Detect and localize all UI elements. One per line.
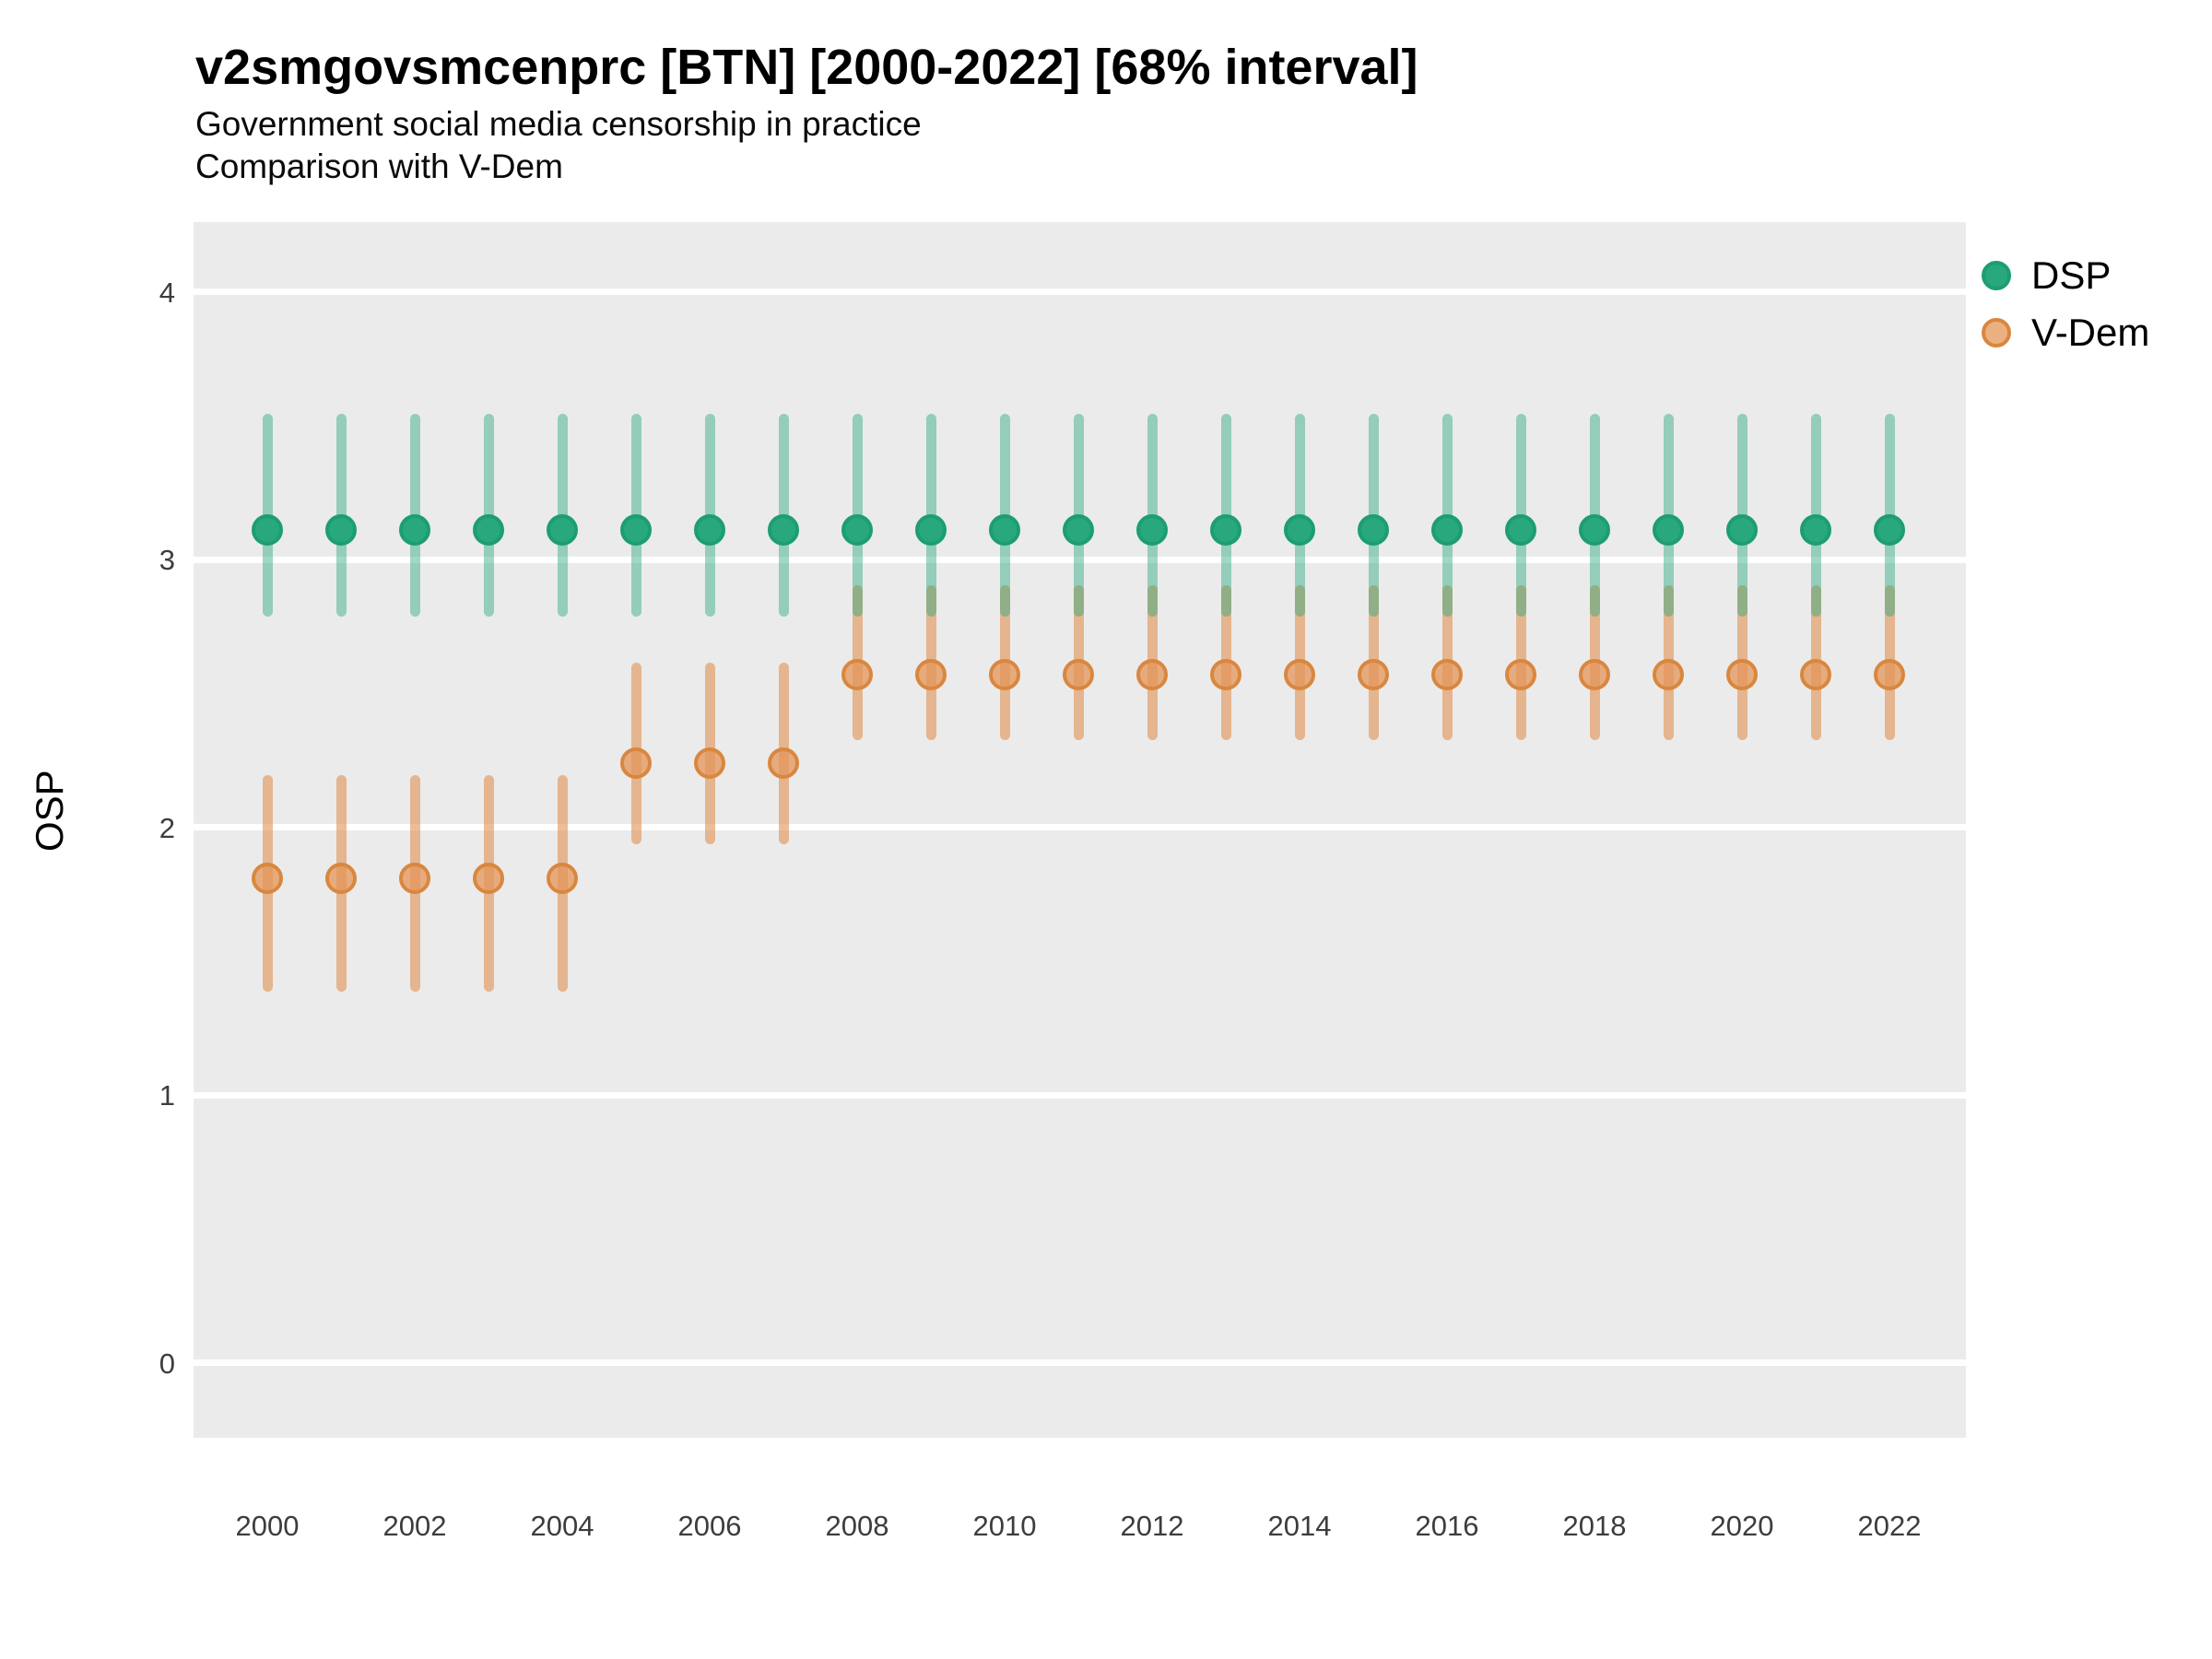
point-V-Dem-2001 — [325, 862, 357, 894]
point-DSP-2008 — [841, 514, 873, 547]
point-DSP-2003 — [473, 514, 504, 547]
point-V-Dem-2002 — [399, 862, 430, 894]
x-tick-label-2018: 2018 — [1562, 1510, 1627, 1542]
point-DSP-2011 — [1063, 514, 1094, 547]
legend-swatch-V-Dem-icon — [1982, 318, 2011, 347]
y-tick-label-2: 2 — [159, 811, 175, 844]
point-DSP-2012 — [1136, 514, 1168, 547]
point-V-Dem-2011 — [1063, 658, 1094, 690]
point-DSP-2017 — [1505, 514, 1536, 547]
x-tick-label-2002: 2002 — [382, 1510, 447, 1542]
legend-swatch-DSP-icon — [1982, 261, 2011, 290]
gridline-y-2 — [194, 824, 1966, 831]
point-V-Dem-2017 — [1505, 658, 1536, 690]
point-DSP-2005 — [620, 514, 652, 547]
chart-subtitle-line2: Comparison with V-Dem — [195, 147, 563, 185]
point-V-Dem-2019 — [1653, 658, 1684, 690]
x-tick-label-2020: 2020 — [1710, 1510, 1774, 1542]
x-tick-label-2004: 2004 — [530, 1510, 594, 1542]
point-V-Dem-2009 — [915, 658, 947, 690]
x-tick-label-2006: 2006 — [677, 1510, 742, 1542]
x-tick-label-2012: 2012 — [1120, 1510, 1184, 1542]
y-axis-title: OSP — [28, 770, 71, 852]
gridline-y-0 — [194, 1359, 1966, 1367]
legend-label-V-Dem: V-Dem — [2031, 311, 2150, 354]
point-V-Dem-2014 — [1284, 658, 1315, 690]
y-tick-label-1: 1 — [159, 1079, 175, 1112]
point-V-Dem-2008 — [841, 658, 873, 690]
y-tick-label-0: 0 — [159, 1347, 175, 1380]
point-V-Dem-2004 — [547, 862, 578, 894]
point-DSP-2015 — [1358, 514, 1389, 547]
point-V-Dem-2013 — [1210, 658, 1241, 690]
point-DSP-2022 — [1874, 514, 1905, 547]
x-tick-label-2000: 2000 — [235, 1510, 300, 1542]
x-tick-label-2016: 2016 — [1415, 1510, 1479, 1542]
plot-panel — [194, 222, 1966, 1438]
x-tick-label-2010: 2010 — [972, 1510, 1037, 1542]
point-V-Dem-2000 — [252, 862, 283, 894]
x-tick-label-2008: 2008 — [825, 1510, 889, 1542]
point-DSP-2002 — [399, 514, 430, 547]
point-DSP-2020 — [1726, 514, 1758, 547]
point-V-Dem-2018 — [1579, 658, 1610, 690]
gridline-y-3 — [194, 556, 1966, 563]
point-DSP-2007 — [768, 514, 799, 547]
point-V-Dem-2007 — [768, 747, 799, 779]
legend-row-V-Dem: V-Dem — [1982, 304, 2149, 361]
gridline-y-4 — [194, 288, 1966, 296]
point-V-Dem-2015 — [1358, 658, 1389, 690]
point-DSP-2006 — [694, 514, 725, 547]
legend: DSP V-Dem — [1982, 247, 2149, 361]
legend-row-DSP: DSP — [1982, 247, 2149, 304]
point-DSP-2010 — [989, 514, 1020, 547]
point-V-Dem-2005 — [620, 747, 652, 779]
point-DSP-2019 — [1653, 514, 1684, 547]
point-V-Dem-2003 — [473, 862, 504, 894]
chart-subtitle-line1: Government social media censorship in pr… — [195, 105, 922, 143]
point-V-Dem-2021 — [1800, 658, 1831, 690]
chart-title: v2smgovsmcenprc [BTN] [2000-2022] [68% i… — [195, 40, 1418, 95]
point-DSP-2001 — [325, 514, 357, 547]
point-DSP-2014 — [1284, 514, 1315, 547]
point-DSP-2018 — [1579, 514, 1610, 547]
y-tick-label-4: 4 — [159, 276, 175, 309]
point-DSP-2009 — [915, 514, 947, 547]
point-V-Dem-2012 — [1136, 658, 1168, 690]
point-DSP-2000 — [252, 514, 283, 547]
point-V-Dem-2022 — [1874, 658, 1905, 690]
y-tick-label-3: 3 — [159, 544, 175, 577]
point-V-Dem-2020 — [1726, 658, 1758, 690]
x-tick-label-2022: 2022 — [1857, 1510, 1922, 1542]
point-V-Dem-2010 — [989, 658, 1020, 690]
point-V-Dem-2006 — [694, 747, 725, 779]
x-tick-label-2014: 2014 — [1267, 1510, 1332, 1542]
point-DSP-2013 — [1210, 514, 1241, 547]
point-V-Dem-2016 — [1431, 658, 1463, 690]
legend-label-DSP: DSP — [2031, 253, 2112, 297]
point-DSP-2004 — [547, 514, 578, 547]
gridline-y-1 — [194, 1091, 1966, 1099]
point-DSP-2016 — [1431, 514, 1463, 547]
point-DSP-2021 — [1800, 514, 1831, 547]
